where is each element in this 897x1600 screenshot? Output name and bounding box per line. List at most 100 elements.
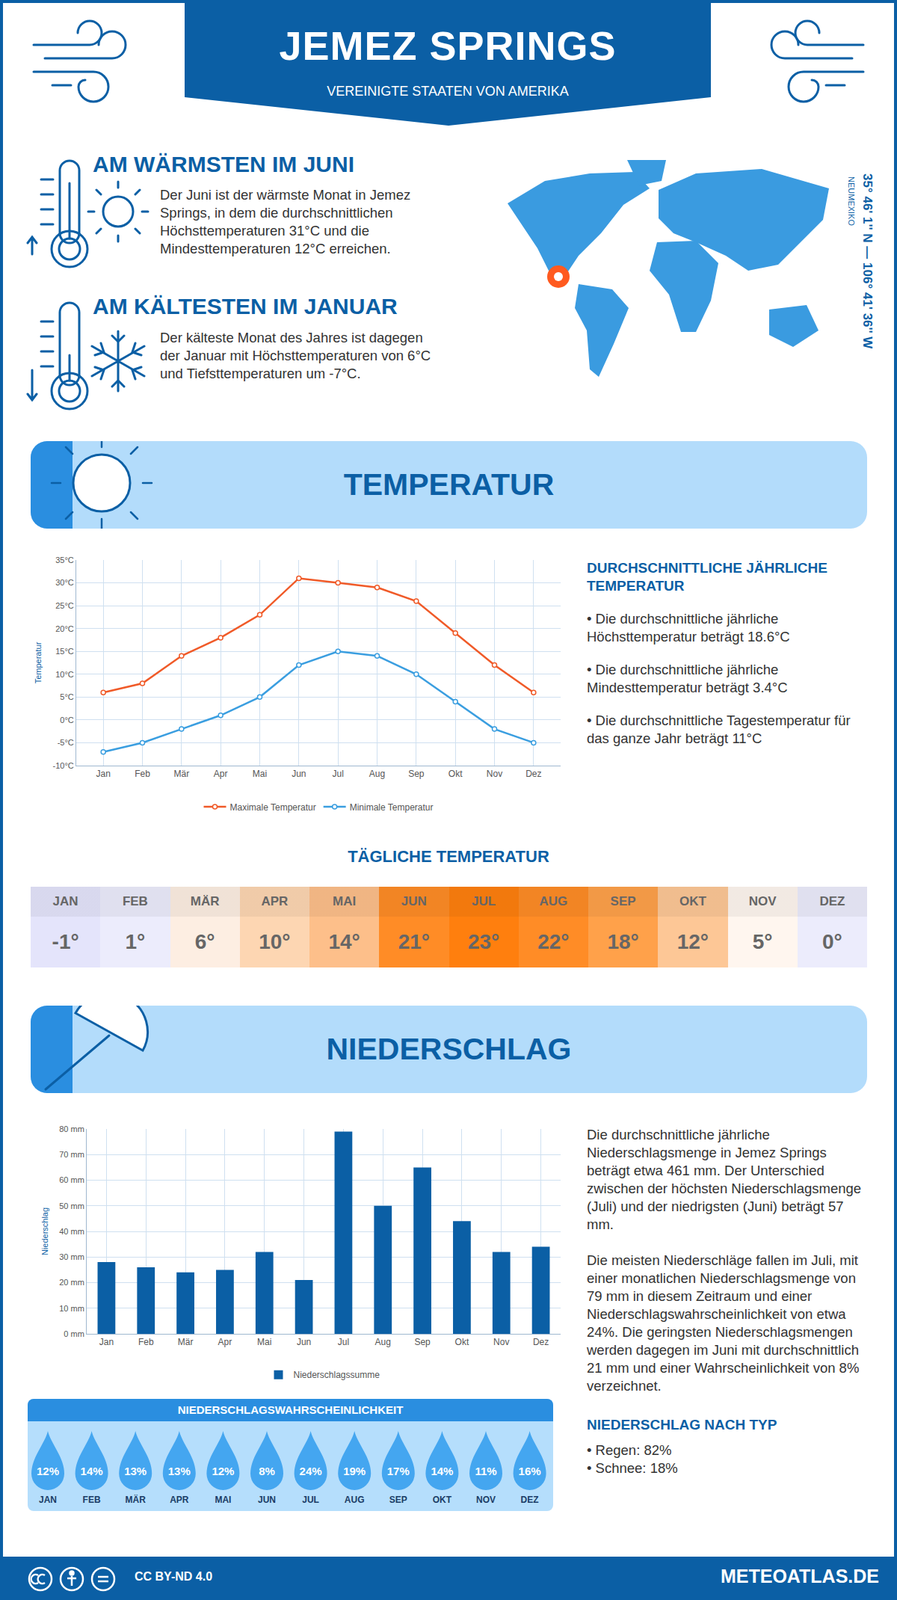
svg-text:35°C: 35°C bbox=[55, 555, 75, 565]
svg-text:13%: 13% bbox=[168, 1464, 191, 1478]
svg-text:Apr: Apr bbox=[218, 1336, 233, 1347]
svg-text:Sep: Sep bbox=[408, 768, 425, 779]
html-text:• Die durchschnittliche Tagest: • Die durchschnittliche Tagestemperatur … bbox=[586, 712, 851, 747]
html-text:22°: 22° bbox=[537, 929, 570, 954]
svg-text:50 mm: 50 mm bbox=[59, 1201, 85, 1211]
html-text:JEMEZ SPRINGS: JEMEZ SPRINGS bbox=[279, 23, 617, 69]
html-text:NIEDERSCHLAG: NIEDERSCHLAG bbox=[326, 1031, 572, 1066]
svg-text:16%: 16% bbox=[518, 1464, 542, 1478]
html-text:TÄGLICHE TEMPERATUR: TÄGLICHE TEMPERATUR bbox=[347, 846, 550, 866]
html-text:1°: 1° bbox=[125, 929, 146, 954]
svg-text:-5°C: -5°C bbox=[57, 737, 75, 747]
svg-text:17%: 17% bbox=[387, 1464, 410, 1478]
html-text:10°: 10° bbox=[258, 929, 291, 954]
svg-text:Mai: Mai bbox=[257, 1336, 272, 1347]
svg-text:0°C: 0°C bbox=[59, 715, 75, 725]
svg-text:Okt: Okt bbox=[448, 768, 463, 779]
svg-text:Minimale Temperatur: Minimale Temperatur bbox=[349, 802, 434, 813]
svg-text:Mär: Mär bbox=[173, 768, 190, 779]
svg-text:24%: 24% bbox=[299, 1464, 323, 1478]
svg-text:Dez: Dez bbox=[532, 1336, 549, 1347]
svg-text:Feb: Feb bbox=[134, 768, 151, 779]
svg-text:Apr: Apr bbox=[213, 768, 228, 779]
svg-text:Niederschlagssumme: Niederschlagssumme bbox=[293, 1369, 381, 1380]
html-text:12°: 12° bbox=[677, 929, 709, 954]
svg-text:0 mm: 0 mm bbox=[63, 1329, 85, 1339]
svg-text:Jun: Jun bbox=[296, 1336, 311, 1347]
svg-text:19%: 19% bbox=[343, 1464, 366, 1478]
svg-text:12%: 12% bbox=[36, 1464, 60, 1478]
svg-text:10°C: 10°C bbox=[55, 669, 75, 679]
svg-text:Dez: Dez bbox=[525, 768, 542, 779]
svg-text:25°C: 25°C bbox=[55, 600, 75, 610]
svg-text:Jul: Jul bbox=[331, 768, 344, 779]
html-text:6°: 6° bbox=[194, 929, 215, 954]
svg-text:80 mm: 80 mm bbox=[59, 1124, 85, 1134]
svg-text:Mär: Mär bbox=[177, 1336, 194, 1347]
svg-text:Jan: Jan bbox=[95, 768, 110, 779]
html-text:18°: 18° bbox=[607, 929, 639, 954]
svg-text:13%: 13% bbox=[124, 1464, 147, 1478]
svg-text:11%: 11% bbox=[474, 1464, 497, 1478]
svg-text:15°C: 15°C bbox=[55, 646, 75, 656]
svg-text:Maximale Temperatur: Maximale Temperatur bbox=[230, 802, 317, 813]
svg-text:5°C: 5°C bbox=[59, 692, 75, 702]
html-text:Der Juni ist der wärmste Monat: Der Juni ist der wärmste Monat in Jemez … bbox=[159, 186, 411, 257]
svg-text:20 mm: 20 mm bbox=[59, 1277, 85, 1287]
html-text:Die durchschnittliche jährlich: Die durchschnittliche jährliche Niedersc… bbox=[586, 1126, 862, 1232]
html-text:DURCHSCHNITTLICHE JÄHRLICHE TE: DURCHSCHNITTLICHE JÄHRLICHE TEMPERATUR bbox=[586, 559, 828, 594]
svg-text:-10°C: -10°C bbox=[53, 760, 75, 770]
html-text:23°: 23° bbox=[467, 929, 500, 954]
html-text:21°: 21° bbox=[398, 929, 430, 954]
svg-text:Jan: Jan bbox=[99, 1336, 114, 1347]
html-text:-1°: -1° bbox=[52, 929, 80, 954]
svg-text:20°C: 20°C bbox=[55, 624, 75, 634]
svg-text:NOV: NOV bbox=[476, 1494, 496, 1505]
svg-text:Feb: Feb bbox=[138, 1336, 154, 1347]
svg-text:JUL: JUL bbox=[301, 1494, 320, 1505]
svg-text:Aug: Aug bbox=[375, 1336, 391, 1347]
html-text:AM KÄLTESTEN IM JANUAR: AM KÄLTESTEN IM JANUAR bbox=[92, 293, 398, 319]
svg-text:Sep: Sep bbox=[414, 1336, 431, 1347]
html-text:NIEDERSCHLAG NACH TYP: NIEDERSCHLAG NACH TYP bbox=[586, 1416, 777, 1433]
svg-text:70 mm: 70 mm bbox=[59, 1149, 85, 1159]
svg-text:Temperatur: Temperatur bbox=[33, 641, 43, 684]
svg-text:8%: 8% bbox=[258, 1464, 276, 1478]
svg-text:30°C: 30°C bbox=[55, 577, 75, 587]
svg-text:14%: 14% bbox=[430, 1464, 453, 1478]
svg-text:30 mm: 30 mm bbox=[59, 1252, 85, 1262]
html-text:• Die durchschnittliche jährli: • Die durchschnittliche jährliche Mindes… bbox=[586, 661, 788, 696]
html-text:14°: 14° bbox=[328, 929, 361, 954]
html-text:METEOATLAS.DE: METEOATLAS.DE bbox=[720, 1565, 880, 1587]
svg-text:Aug: Aug bbox=[369, 768, 385, 779]
svg-text:14%: 14% bbox=[80, 1464, 104, 1478]
html-text:5°: 5° bbox=[752, 929, 773, 954]
svg-text:Nov: Nov bbox=[493, 1336, 510, 1347]
svg-text:10 mm: 10 mm bbox=[59, 1303, 85, 1313]
svg-text:Jul: Jul bbox=[337, 1336, 350, 1347]
svg-text:Nov: Nov bbox=[486, 768, 503, 779]
svg-text:AUG: AUG bbox=[344, 1494, 365, 1505]
html-text:TEMPERATUR: TEMPERATUR bbox=[343, 467, 555, 502]
svg-text:Mai: Mai bbox=[252, 768, 267, 779]
svg-text:Okt: Okt bbox=[455, 1336, 470, 1347]
html-text:0°: 0° bbox=[822, 929, 843, 954]
svg-text:MAI: MAI bbox=[214, 1494, 231, 1505]
svg-text:12%: 12% bbox=[211, 1464, 234, 1478]
svg-text:SEP: SEP bbox=[389, 1494, 408, 1505]
svg-text:MÄR: MÄR bbox=[125, 1493, 147, 1505]
html-text:Der kälteste Monat des Jahres: Der kälteste Monat des Jahres ist dagege… bbox=[159, 329, 431, 382]
html-text:AM WÄRMSTEN IM JUNI: AM WÄRMSTEN IM JUNI bbox=[92, 151, 355, 177]
svg-text:DEZ: DEZ bbox=[521, 1494, 539, 1505]
svg-text:60 mm: 60 mm bbox=[59, 1175, 85, 1185]
html-text:Die meisten Niederschläge fall: Die meisten Niederschläge fallen im Juli… bbox=[586, 1252, 860, 1394]
svg-text:JAN: JAN bbox=[38, 1494, 57, 1505]
svg-text:JUN: JUN bbox=[257, 1494, 276, 1505]
svg-text:APR: APR bbox=[169, 1494, 190, 1505]
svg-text:Niederschlag: Niederschlag bbox=[40, 1207, 50, 1256]
svg-text:Jun: Jun bbox=[291, 768, 306, 779]
svg-text:40 mm: 40 mm bbox=[59, 1226, 85, 1236]
svg-text:OKT: OKT bbox=[432, 1494, 453, 1505]
svg-text:FEB: FEB bbox=[82, 1494, 101, 1505]
html-text:• Die durchschnittliche jährli: • Die durchschnittliche jährliche Höchst… bbox=[586, 610, 790, 645]
